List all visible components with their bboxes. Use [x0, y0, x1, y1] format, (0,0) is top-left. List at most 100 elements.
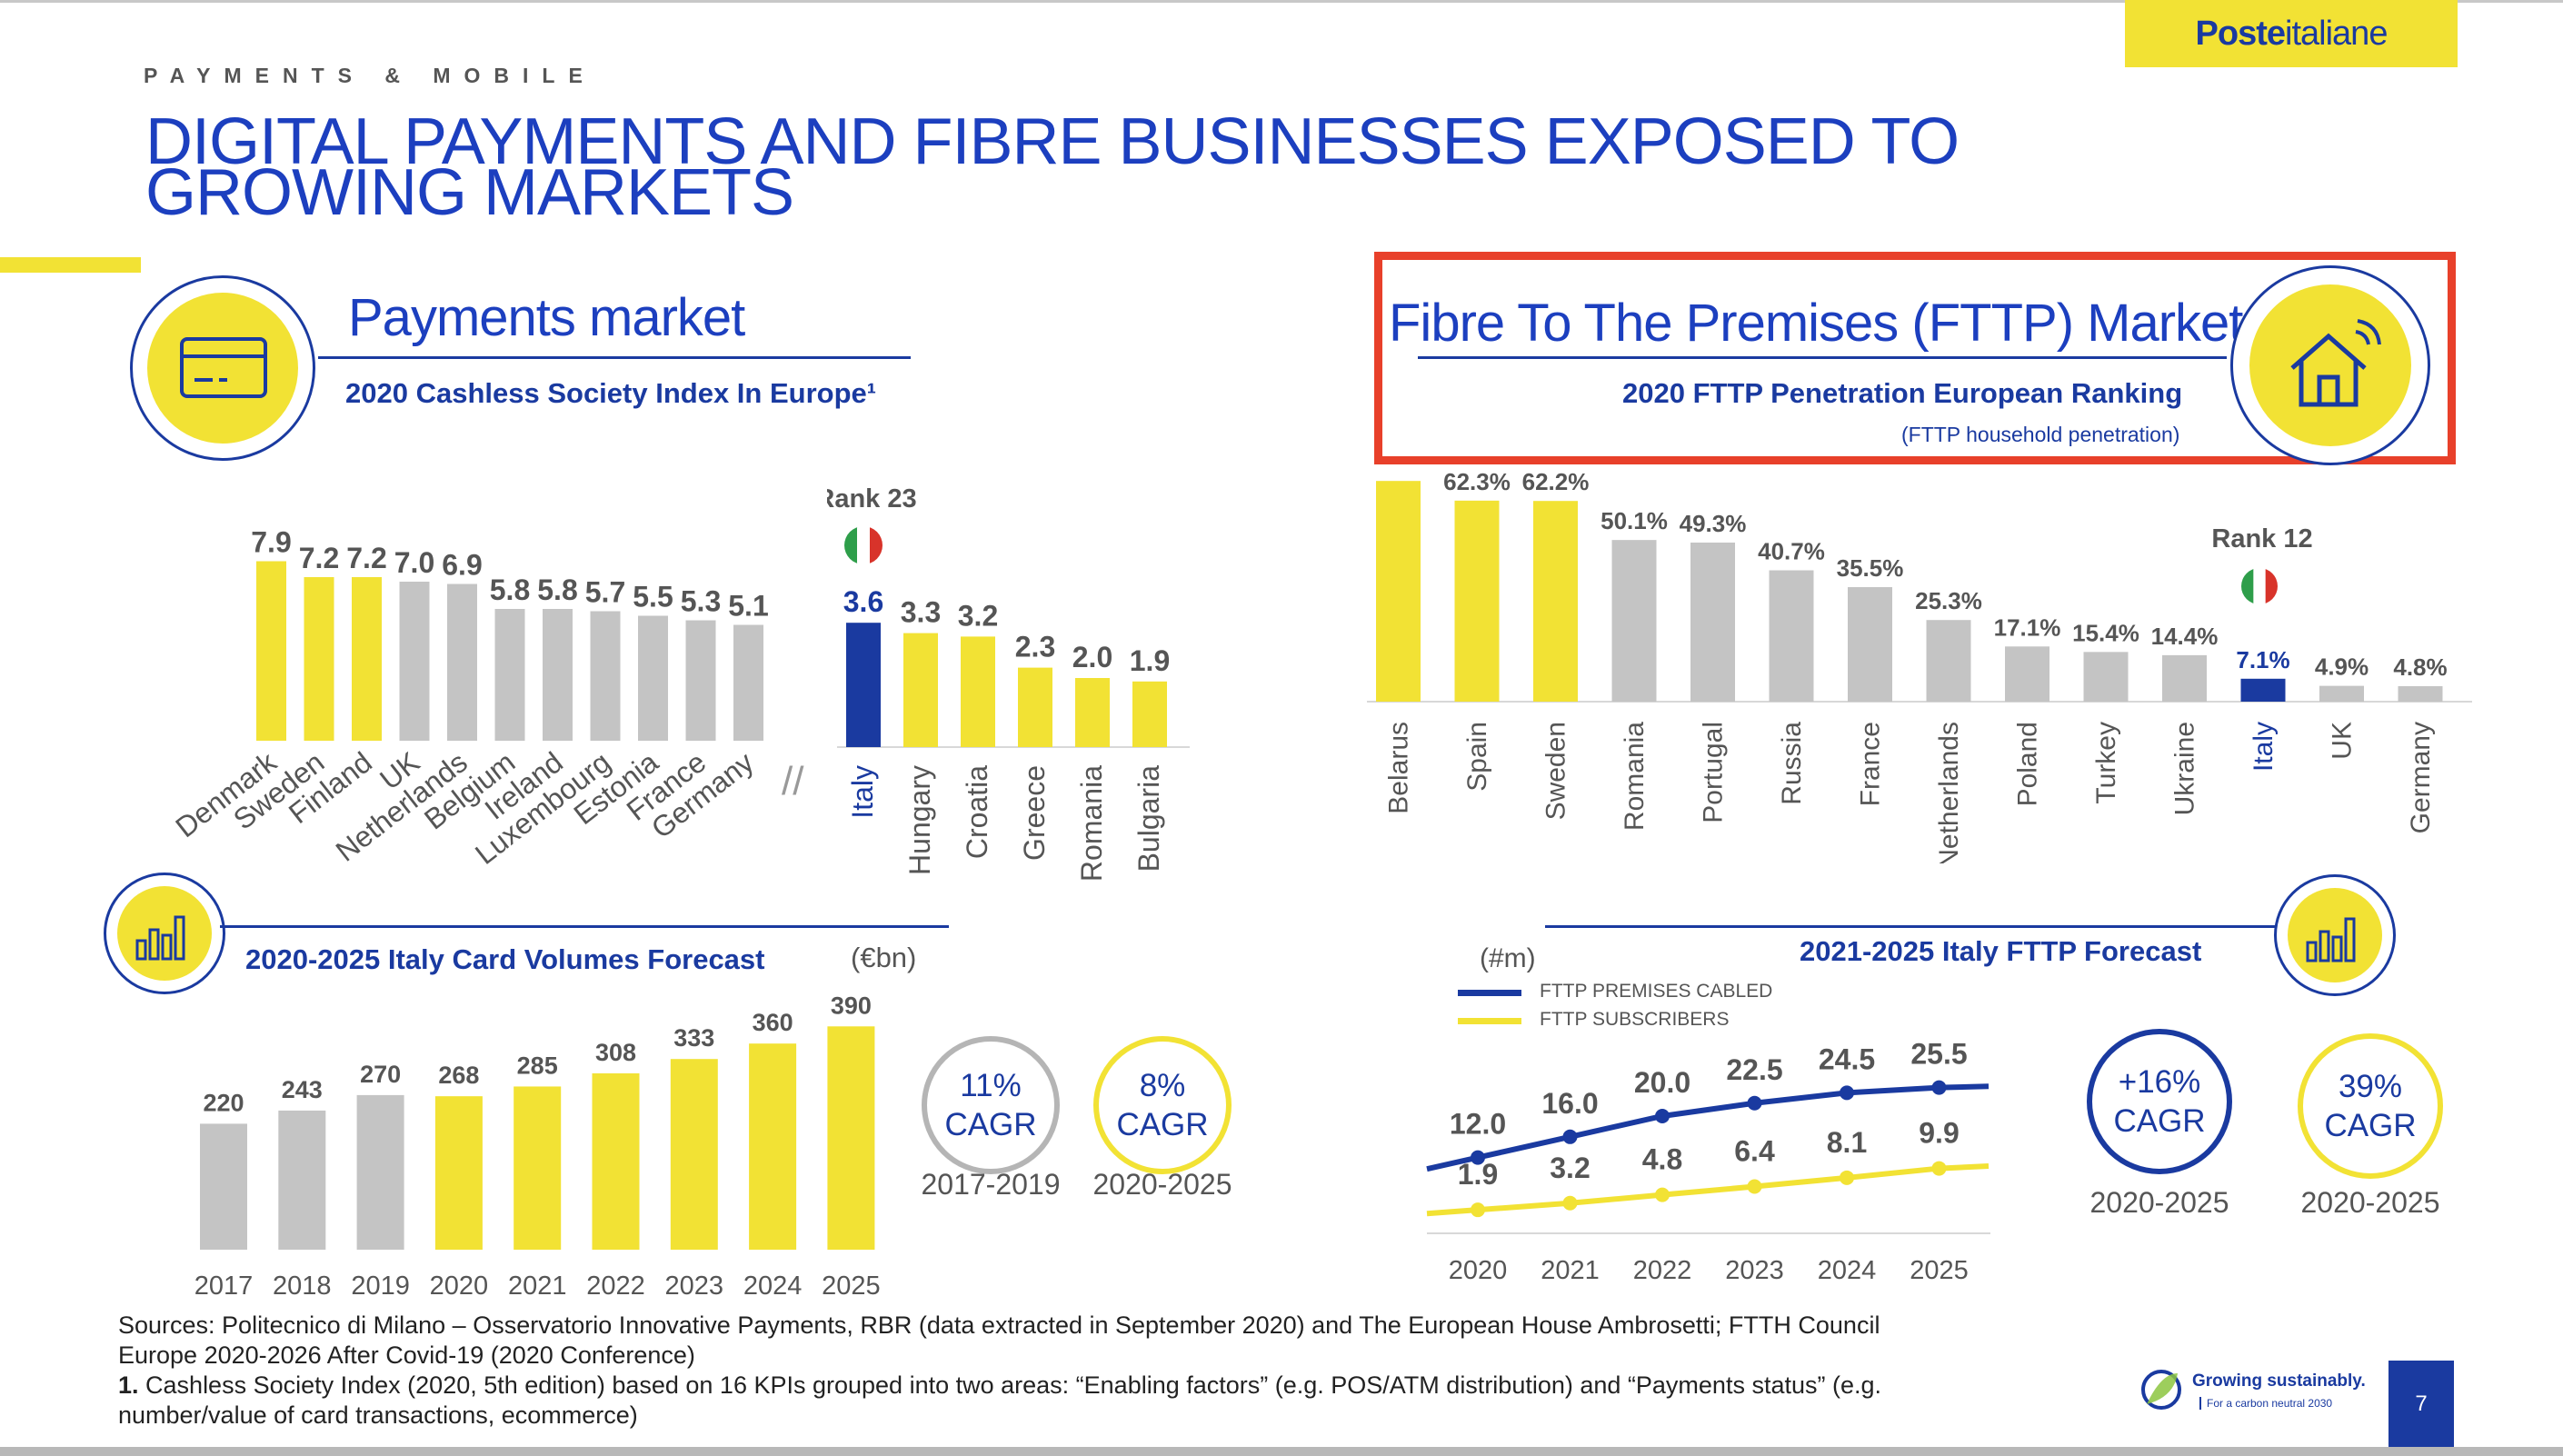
category-label-croatia: Croatia — [961, 765, 993, 859]
bar-greece — [1018, 667, 1052, 747]
point-cabled-2023 — [1747, 1095, 1762, 1111]
value-label-cabled-2021: 16.0 — [1541, 1087, 1598, 1120]
bar-italy — [846, 623, 881, 747]
value-label-ukraine: 14.4% — [2151, 623, 2219, 650]
card-volumes-unit: (€bn) — [851, 942, 917, 973]
bar-2024 — [749, 1043, 797, 1250]
category-label-sweden: Sweden — [1541, 722, 1571, 820]
cagr-3-label: CAGR — [2113, 1103, 2206, 1139]
sustainability-leaf-icon — [2141, 1370, 2181, 1410]
value-label-italy: 3.6 — [843, 585, 883, 618]
category-label-romania: Romania — [1620, 722, 1650, 831]
point-subs-2022 — [1655, 1187, 1670, 1202]
growing-text: Growing sustainably. — [2192, 1371, 2366, 1391]
bar-uk — [399, 582, 430, 741]
value-label-cabled-2025: 25.5 — [1910, 1038, 1967, 1071]
value-label-estonia: 5.5 — [633, 581, 673, 613]
category-label-greece: Greece — [1018, 765, 1051, 861]
value-label-sweden: 7.2 — [299, 542, 339, 574]
page-title: DIGITAL PAYMENTS AND FIBRE BUSINESSES EX… — [145, 105, 1960, 229]
cagr-1-period: 2017-2019 — [921, 1168, 1061, 1201]
value-label-uk: 7.0 — [394, 546, 434, 579]
value-label-greece: 2.3 — [1015, 631, 1055, 663]
cagr-4-period: 2020-2025 — [2300, 1186, 2440, 1219]
fttp-ranking-chart: 68.4% Belarus 62.3% Spain 62.2% Sweden 50.1% Ro… — [1365, 473, 2472, 863]
year-label-2022: 2022 — [586, 1272, 645, 1301]
point-subs-2020 — [1471, 1202, 1485, 1218]
value-label-germany: 4.8% — [2393, 653, 2447, 681]
category-label-italy: Italy — [846, 765, 879, 819]
card-volumes-title: 2020-2025 Italy Card Volumes Forecast — [245, 943, 765, 975]
payments-rule — [318, 356, 911, 359]
card-volumes-chart: 220 2017 243 2018 270 2019 268 2020 285 2021 308 20… — [194, 992, 881, 1301]
bar-sweden — [304, 577, 334, 741]
year-label-2020: 2020 — [430, 1272, 489, 1301]
bar-uk — [2319, 685, 2364, 702]
bar-sweden — [1533, 501, 1578, 702]
footer-notes: Sources: Politecnico di Milano – Osserva… — [118, 1311, 1936, 1431]
point-subs-2021 — [1562, 1195, 1578, 1211]
logo-bold-text: Poste — [2195, 14, 2286, 53]
year-label-2020: 2020 — [1449, 1256, 1508, 1285]
cagr-2-label: CAGR — [1116, 1107, 1209, 1142]
point-cabled-2025 — [1931, 1080, 1947, 1095]
category-label-spain: Spain — [1462, 722, 1492, 792]
bar-ireland — [543, 609, 573, 741]
house-wifi-icon — [2290, 319, 2381, 407]
cagr-3-value: +16% — [2118, 1064, 2201, 1100]
category-label-netherlands: Netherlands — [1934, 722, 1964, 863]
point-subs-2024 — [1840, 1170, 1854, 1185]
value-label-romania: 50.1% — [1601, 507, 1668, 534]
year-label-2023: 2023 — [1725, 1256, 1784, 1285]
value-label-cabled-2023: 22.5 — [1726, 1053, 1782, 1086]
year-label-2021: 2021 — [1541, 1256, 1600, 1285]
fttp-title: Fibre To The Premises (FTTP) Market — [1389, 294, 2243, 353]
value-label-2019: 270 — [360, 1061, 401, 1088]
house-icon-badge — [2230, 265, 2430, 465]
value-label-2021: 285 — [517, 1052, 558, 1079]
bottom-rule — [0, 1447, 2563, 1456]
bar-2018 — [278, 1110, 326, 1250]
italy-flag-icon — [844, 526, 883, 564]
year-label-2025: 2025 — [822, 1272, 881, 1301]
value-label-spain: 62.3% — [1443, 473, 1511, 495]
category-label-russia: Russia — [1777, 722, 1807, 805]
bar-chart-icon — [135, 915, 185, 961]
bar-romania — [1075, 678, 1110, 747]
bar-poland — [2005, 646, 2049, 702]
line-subscribers — [1426, 1163, 1990, 1217]
value-label-bulgaria: 1.9 — [1130, 644, 1170, 677]
bar-belgium — [494, 609, 525, 741]
growing-sustainably-badge: Growing sustainably. For a carbon neutra… — [2136, 1359, 2390, 1431]
category-label-bulgaria: Bulgaria — [1132, 765, 1165, 873]
category-label-belarus: Belarus — [1384, 722, 1414, 814]
value-label-luxembourg: 5.7 — [585, 576, 625, 609]
bar-turkey — [2083, 652, 2129, 702]
value-label-2022: 308 — [595, 1039, 636, 1066]
rank-label-fttp: Rank 12 — [2211, 524, 2312, 553]
bar-romania — [1611, 540, 1657, 702]
fttp-rule — [1418, 356, 2227, 359]
year-label-2021: 2021 — [508, 1272, 567, 1301]
value-label-croatia: 3.2 — [958, 599, 998, 632]
bar-croatia — [961, 636, 995, 747]
cagr-circle-1: 11% CAGR — [922, 1036, 1060, 1174]
point-cabled-2021 — [1562, 1129, 1578, 1144]
bar-netherlands — [1926, 620, 1971, 702]
cagr-2-value: 8% — [1139, 1068, 1186, 1103]
legend-swatch-subscribers — [1458, 1018, 1521, 1024]
bar-2020 — [434, 1096, 483, 1250]
value-label-hungary: 3.3 — [901, 596, 941, 629]
year-label-2019: 2019 — [351, 1272, 410, 1301]
cashless-index-top-chart: 7.9Denmark7.2Sweden7.2Finland7.0UK6.9Net… — [169, 526, 768, 872]
card-volumes-rule — [220, 925, 949, 928]
cagr-circle-3: +16% CAGR — [2087, 1029, 2232, 1174]
category-label-france: France — [1856, 722, 1886, 806]
logo-normal-text: italiane — [2285, 14, 2388, 53]
value-label-turkey: 15.4% — [2072, 619, 2139, 646]
value-label-subs-2022: 4.8 — [1642, 1143, 1682, 1176]
value-label-subs-2023: 6.4 — [1734, 1135, 1775, 1168]
value-label-cabled-2022: 20.0 — [1634, 1066, 1690, 1099]
category-label-hungary: Hungary — [903, 765, 936, 875]
legend-label-cabled: FTTP PREMISES CABLED — [1540, 981, 1773, 1002]
